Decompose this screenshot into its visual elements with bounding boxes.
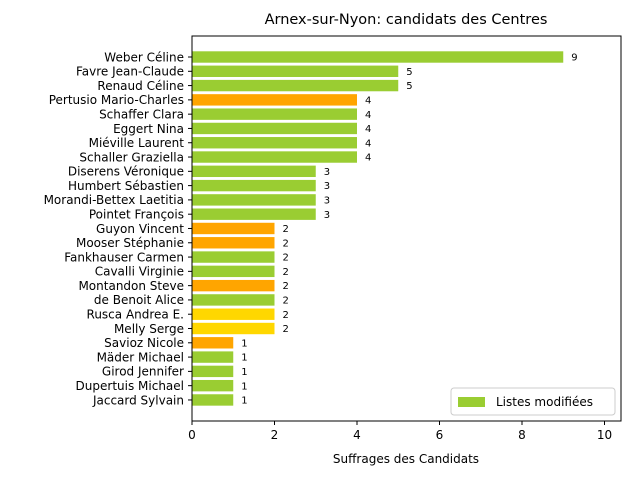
data-label: 3	[324, 210, 330, 221]
data-label: 2	[283, 281, 289, 292]
data-label: 5	[406, 81, 412, 92]
x-tick-label: 8	[518, 428, 526, 442]
bar	[192, 265, 275, 278]
bar	[192, 294, 275, 306]
bar	[192, 94, 357, 106]
y-tick-label: Mooser Stéphanie	[76, 236, 184, 250]
x-tick-label: 10	[597, 428, 612, 442]
data-label: 3	[324, 167, 330, 178]
bar	[192, 308, 275, 320]
data-label: 2	[283, 324, 289, 335]
y-tick-label: Mäder Michael	[97, 350, 184, 364]
y-tick-label: Dupertuis Michael	[76, 379, 184, 393]
bar	[192, 379, 234, 392]
data-label: 3	[324, 196, 330, 207]
y-tick-label: Girod Jennifer	[102, 365, 184, 379]
legend: Listes modifiées	[450, 387, 616, 416]
bar	[192, 108, 357, 120]
bar	[192, 122, 357, 135]
plot-frame	[191, 35, 622, 422]
data-label: 2	[283, 224, 289, 235]
y-tick-label: Savioz Nicole	[104, 336, 184, 350]
y-tick-label: Jaccard Sylvain	[92, 393, 184, 407]
data-label: 1	[241, 396, 247, 407]
y-tick-label: Fankhauser Carmen	[64, 250, 184, 264]
bar	[192, 79, 399, 92]
bar	[192, 208, 316, 220]
y-tick-label: Rusca Andrea E.	[87, 308, 184, 322]
legend-box	[450, 387, 616, 416]
bar	[192, 194, 316, 206]
data-label: 4	[365, 110, 371, 121]
data-label: 9	[571, 53, 577, 64]
data-label: 4	[365, 95, 371, 106]
y-tick-label: Diserens Véronique	[68, 165, 184, 179]
x-axis-label: Suffrages des Candidats	[333, 452, 479, 466]
y-tick-label: Humbert Sébastien	[68, 179, 184, 193]
x-tick-label: 2	[271, 428, 279, 442]
bar	[192, 365, 234, 378]
data-label: 4	[365, 124, 371, 135]
data-label: 1	[241, 367, 247, 378]
data-label: 1	[241, 338, 247, 349]
y-tick-label: Favre Jean-Claude	[76, 65, 184, 79]
y-tick-label: Schaller Graziella	[79, 150, 184, 164]
y-tick-label: Eggert Nina	[113, 122, 184, 136]
x-tick-label: 4	[353, 428, 361, 442]
bar	[192, 351, 234, 363]
legend-label: Listes modifiées	[496, 395, 593, 409]
data-label: 3	[324, 181, 330, 192]
data-label: 4	[365, 153, 371, 164]
y-tick-label: Pointet François	[89, 207, 184, 221]
chart-title: Arnex-sur-Nyon: candidats des Centres	[265, 12, 548, 28]
y-tick-label: Miéville Laurent	[89, 136, 185, 150]
y-tick-label: Morandi-Bettex Laetitia	[44, 193, 184, 207]
data-label: 5	[406, 67, 412, 78]
data-label: 2	[283, 296, 289, 307]
bar	[192, 179, 316, 192]
x-axis-ticks: 0 2 4 6 8 10	[188, 421, 612, 442]
bar	[192, 279, 275, 292]
bar	[192, 151, 357, 163]
bar	[192, 65, 399, 77]
y-tick-label: Cavalli Virginie	[95, 265, 184, 279]
data-label: 4	[365, 138, 371, 149]
y-tick-label: Melly Serge	[114, 322, 184, 336]
x-tick-label: 6	[436, 428, 444, 442]
bar	[192, 51, 564, 63]
data-label: 1	[241, 381, 247, 392]
data-label: 1	[241, 353, 247, 364]
data-labels: 9 5 5 4 4 4 4 4 3 3 3 3 2 2 2 2 2 2 2 2 1 1 1 1 1	[241, 53, 577, 407]
bar	[192, 394, 234, 406]
y-tick-label: Pertusio Mario-Charles	[49, 93, 184, 107]
bar	[192, 137, 357, 149]
bar	[192, 222, 275, 235]
data-label: 2	[283, 267, 289, 278]
y-tick-label: Weber Céline	[104, 50, 184, 64]
bar	[192, 322, 275, 335]
bars-layer	[192, 51, 564, 406]
data-label: 2	[283, 310, 289, 321]
y-tick-label: Guyon Vincent	[96, 222, 184, 236]
y-tick-label: Montandon Steve	[78, 279, 184, 293]
x-tick-label: 0	[188, 428, 196, 442]
y-tick-label: Renaud Céline	[97, 79, 184, 93]
y-tick-label: Schaffer Clara	[99, 107, 184, 121]
data-label: 2	[283, 253, 289, 264]
legend-swatch	[458, 397, 485, 407]
bar	[192, 337, 234, 349]
data-label: 2	[283, 238, 289, 249]
y-tick-label: de Benoit Alice	[94, 293, 184, 307]
bar	[192, 251, 275, 263]
bar	[192, 237, 275, 249]
bar	[192, 165, 316, 178]
